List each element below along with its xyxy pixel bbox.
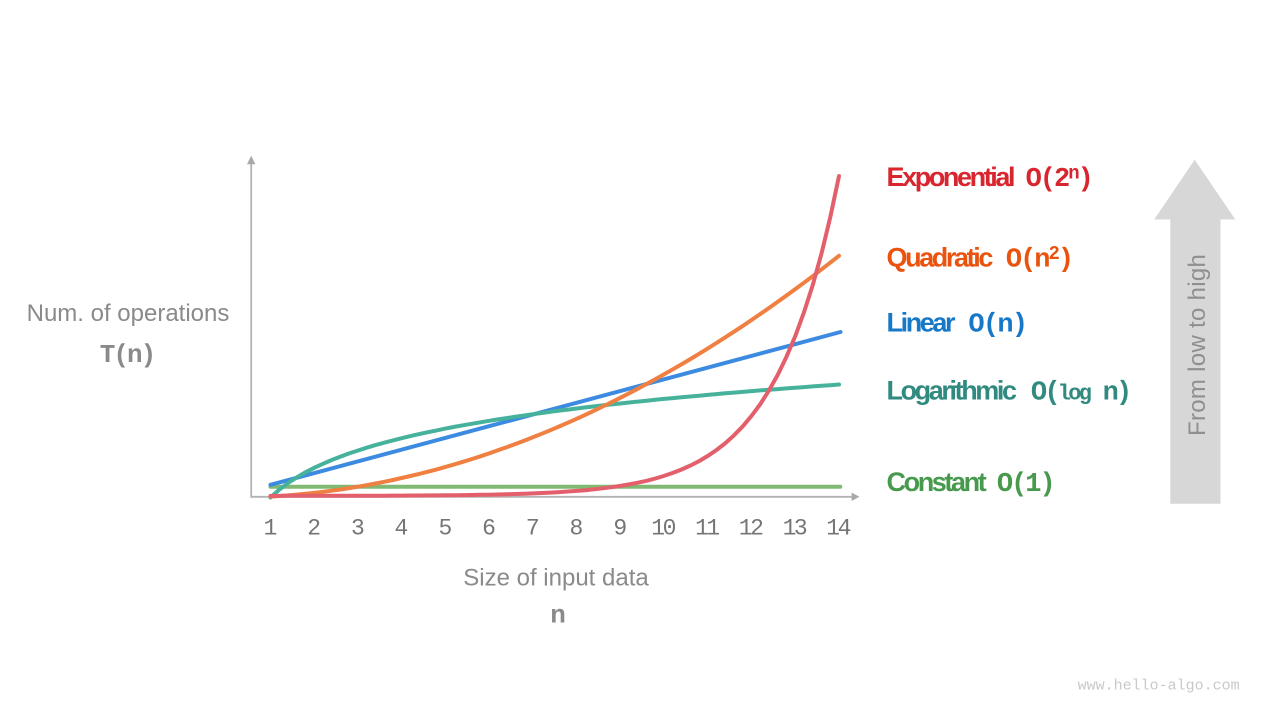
svg-text:11: 11 <box>695 516 719 542</box>
svg-text:9: 9 <box>613 516 626 542</box>
svg-text:Exponential: Exponential <box>887 162 1015 192</box>
svg-text:12: 12 <box>739 516 763 542</box>
svg-text:Quadratic: Quadratic <box>887 242 994 272</box>
svg-text:O(2n): O(2n) <box>1026 162 1092 195</box>
svg-text:www.hello-algo.com: www.hello-algo.com <box>1078 678 1240 695</box>
svg-text:T(n): T(n) <box>100 340 154 370</box>
svg-text:14: 14 <box>826 516 850 542</box>
svg-text:6: 6 <box>482 516 495 542</box>
svg-text:4: 4 <box>395 516 408 542</box>
svg-text:7: 7 <box>526 516 538 542</box>
svg-text:8: 8 <box>570 516 583 542</box>
svg-text:Num. of operations: Num. of operations <box>27 300 230 327</box>
svg-text:2: 2 <box>307 516 320 542</box>
svg-text:Linear: Linear <box>887 307 957 337</box>
svg-text:O(n2): O(n2) <box>1006 243 1072 276</box>
svg-text:10: 10 <box>651 516 675 542</box>
svg-text:13: 13 <box>783 516 807 542</box>
svg-text:O(log n): O(log n) <box>1031 378 1130 408</box>
svg-text:Size of input data: Size of input data <box>463 564 649 591</box>
svg-text:1: 1 <box>264 516 277 542</box>
svg-text:Logarithmic: Logarithmic <box>887 375 1017 405</box>
svg-text:From low to high: From low to high <box>1184 254 1211 436</box>
svg-text:5: 5 <box>438 516 451 542</box>
svg-text:O(1): O(1) <box>997 470 1054 500</box>
svg-text:Constant: Constant <box>887 467 987 497</box>
svg-text:O(n): O(n) <box>968 310 1026 340</box>
svg-text:n: n <box>550 601 565 631</box>
svg-text:3: 3 <box>351 516 364 542</box>
